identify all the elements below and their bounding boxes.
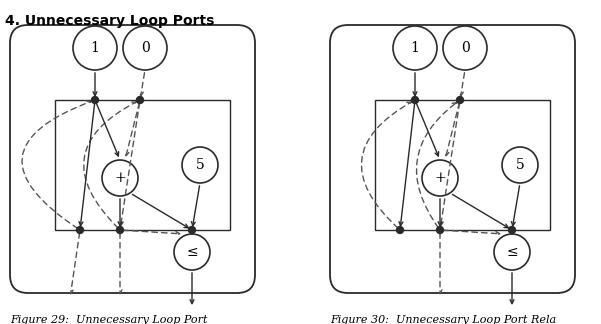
Circle shape <box>174 234 210 270</box>
Text: 0: 0 <box>141 41 150 55</box>
Circle shape <box>117 226 123 234</box>
Circle shape <box>502 147 538 183</box>
Circle shape <box>102 160 138 196</box>
FancyArrowPatch shape <box>361 102 411 228</box>
Bar <box>55 100 230 230</box>
FancyArrowPatch shape <box>416 103 457 228</box>
Text: +: + <box>114 171 126 185</box>
Circle shape <box>393 26 437 70</box>
Circle shape <box>123 26 167 70</box>
Circle shape <box>182 147 218 183</box>
FancyBboxPatch shape <box>330 25 575 293</box>
Circle shape <box>457 97 463 103</box>
Bar <box>375 100 550 230</box>
Text: Figure 29:  Unnecessary Loop Port: Figure 29: Unnecessary Loop Port <box>10 315 207 324</box>
Text: 0: 0 <box>460 41 469 55</box>
Circle shape <box>436 226 444 234</box>
Circle shape <box>494 234 530 270</box>
Circle shape <box>189 226 195 234</box>
Circle shape <box>136 97 144 103</box>
Text: 1: 1 <box>91 41 99 55</box>
Text: ≤: ≤ <box>186 245 198 259</box>
Circle shape <box>508 226 516 234</box>
Circle shape <box>397 226 403 234</box>
FancyArrowPatch shape <box>84 102 136 228</box>
Text: ≤: ≤ <box>506 245 518 259</box>
Text: 5: 5 <box>516 158 525 172</box>
Circle shape <box>76 226 84 234</box>
Circle shape <box>412 97 418 103</box>
Text: 5: 5 <box>195 158 204 172</box>
FancyArrowPatch shape <box>22 101 91 228</box>
FancyBboxPatch shape <box>10 25 255 293</box>
Text: +: + <box>434 171 446 185</box>
Text: 1: 1 <box>410 41 419 55</box>
Circle shape <box>91 97 99 103</box>
Circle shape <box>422 160 458 196</box>
Text: Figure 30:  Unnecessary Loop Port Rela: Figure 30: Unnecessary Loop Port Rela <box>330 315 556 324</box>
Text: 4. Unnecessary Loop Ports: 4. Unnecessary Loop Ports <box>5 14 215 28</box>
Circle shape <box>443 26 487 70</box>
Circle shape <box>73 26 117 70</box>
